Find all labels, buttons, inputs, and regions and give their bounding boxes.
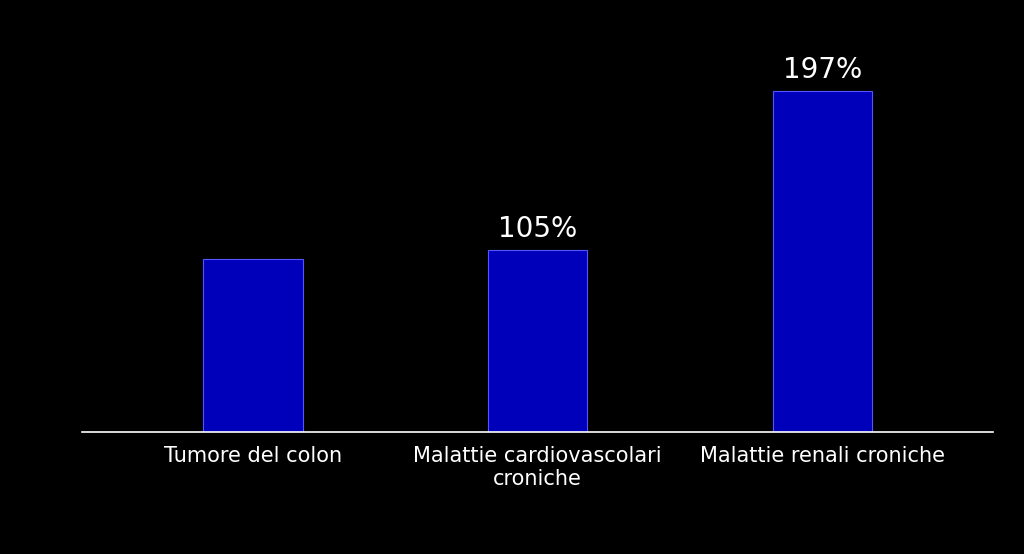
- Text: 105%: 105%: [498, 216, 578, 243]
- Bar: [487, 250, 588, 432]
- Bar: [772, 91, 872, 432]
- Text: 197%: 197%: [782, 56, 862, 84]
- Bar: [203, 259, 303, 432]
